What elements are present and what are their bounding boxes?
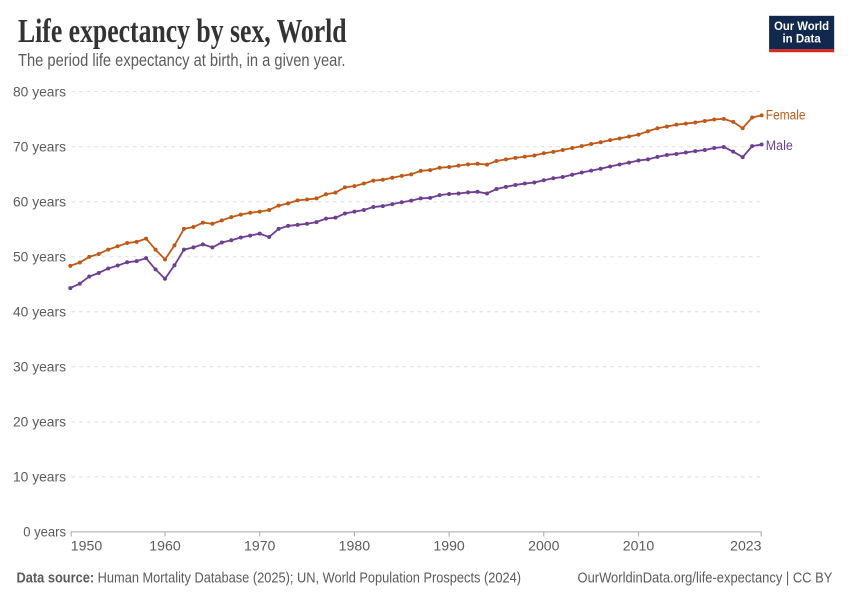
svg-text:Life expectancy by sex, World: Life expectancy by sex, World [18, 13, 347, 50]
svg-text:Our World: Our World [774, 21, 829, 33]
svg-text:0 years: 0 years [23, 524, 66, 540]
svg-text:The period life expectancy at: The period life expectancy at birth, in … [18, 50, 346, 70]
svg-text:Female: Female [766, 108, 806, 123]
svg-text:1990: 1990 [433, 538, 465, 554]
svg-text:2000: 2000 [528, 538, 560, 554]
svg-text:OurWorldinData.org/life-expect: OurWorldinData.org/life-expectancy | CC … [578, 569, 833, 586]
svg-text:20 years: 20 years [13, 414, 66, 430]
svg-text:2010: 2010 [623, 538, 655, 554]
svg-text:70 years: 70 years [13, 138, 66, 154]
svg-text:30 years: 30 years [13, 359, 66, 375]
svg-text:50 years: 50 years [13, 248, 66, 264]
svg-text:Data source: Human Mortality D: Data source: Human Mortality Database (2… [17, 569, 522, 586]
svg-text:2023: 2023 [730, 538, 762, 554]
svg-text:Male: Male [766, 138, 793, 153]
svg-text:1980: 1980 [339, 538, 371, 554]
svg-text:80 years: 80 years [13, 83, 66, 99]
svg-text:1950: 1950 [71, 538, 103, 554]
svg-text:1970: 1970 [244, 538, 276, 554]
svg-text:1960: 1960 [149, 538, 181, 554]
svg-text:40 years: 40 years [13, 303, 66, 319]
svg-text:in Data: in Data [783, 33, 822, 45]
svg-text:60 years: 60 years [13, 193, 66, 209]
svg-text:10 years: 10 years [13, 469, 66, 485]
